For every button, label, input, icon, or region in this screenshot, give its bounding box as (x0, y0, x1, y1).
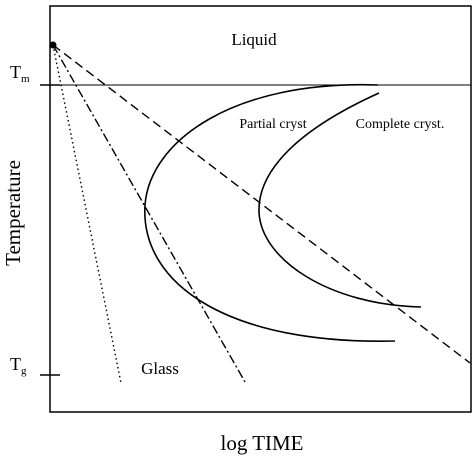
tg-tick-label: Tg (10, 354, 27, 377)
tm-tick-main: T (10, 62, 21, 82)
tg-tick-sub: g (21, 365, 27, 377)
glass-region-label: Glass (141, 359, 179, 378)
y-axis-title: Temperature (1, 160, 25, 266)
liquid-region-label: Liquid (231, 30, 277, 49)
partial-cryst-label: Partial cryst (239, 117, 306, 132)
cooling-line-dashdot (52, 44, 246, 383)
x-axis-title: log TIME (220, 431, 303, 455)
complete-cryst-label: Complete cryst. (356, 117, 445, 132)
partial-cryst-curve (144, 83, 396, 342)
tm-tick-sub: m (21, 73, 30, 85)
cooling-line-dotted (52, 44, 122, 384)
complete-cryst-curve (258, 92, 422, 308)
tm-tick-label: Tm (10, 62, 30, 85)
plot-frame (49, 5, 472, 413)
cooling-line-dashed (52, 44, 471, 364)
tg-tick-main: T (10, 354, 21, 374)
